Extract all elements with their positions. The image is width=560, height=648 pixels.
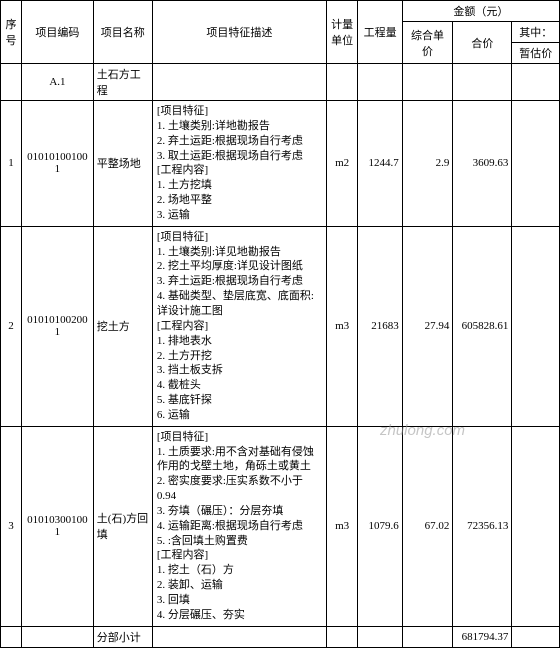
cell-name: 平整场地 (93, 101, 152, 227)
header-row-1: 序号 项目编码 项目名称 项目特征描述 计量单位 工程量 金额（元） (1, 1, 560, 22)
cat-name: 土石方工程 (93, 64, 152, 101)
cell-uprice: 67.02 (402, 426, 453, 626)
cat-est (512, 64, 560, 101)
sub-unit (326, 626, 358, 647)
cell-unit: m3 (326, 226, 358, 426)
table-row: 1010101001001平整场地[项目特征]1. 土壤类别:详地勘报告2. 弃… (1, 101, 560, 227)
bill-table: 序号 项目编码 项目名称 项目特征描述 计量单位 工程量 金额（元） 综合单价 … (0, 0, 560, 648)
col-subgroup-header: 其中： (512, 22, 560, 43)
cell-unit: m3 (326, 426, 358, 626)
cell-uprice: 27.94 (402, 226, 453, 426)
col-amount-group-header: 金额（元） (402, 1, 559, 22)
cat-uprice (402, 64, 453, 101)
col-qty-header: 工程量 (358, 1, 402, 64)
col-seq-header: 序号 (1, 1, 22, 64)
sub-total: 681794.37 (453, 626, 512, 647)
cell-qty: 1244.7 (358, 101, 402, 227)
cell-est (512, 426, 560, 626)
col-desc-header: 项目特征描述 (152, 1, 326, 64)
cell-total: 72356.13 (453, 426, 512, 626)
cell-unit: m2 (326, 101, 358, 227)
cell-desc: [项目特征]1. 土壤类别:详见地勘报告2. 挖土平均厚度:详见设计图纸3. 弃… (152, 226, 326, 426)
col-uprice-header: 综合单价 (402, 22, 453, 64)
cell-name: 土(石)方回填 (93, 426, 152, 626)
sub-code (22, 626, 94, 647)
table-row: 2010101002001挖土方[项目特征]1. 土壤类别:详见地勘报告2. 挖… (1, 226, 560, 426)
sub-uprice (402, 626, 453, 647)
subtotal-row: 分部小计 681794.37 (1, 626, 560, 647)
col-name-header: 项目名称 (93, 1, 152, 64)
cat-desc (152, 64, 326, 101)
cell-name: 挖土方 (93, 226, 152, 426)
cat-total (453, 64, 512, 101)
cat-code: A.1 (22, 64, 94, 101)
cell-total: 605828.61 (453, 226, 512, 426)
table-row: 3010103001001土(石)方回填[项目特征]1. 土质要求:用不含对基础… (1, 426, 560, 626)
cell-uprice: 2.9 (402, 101, 453, 227)
cell-code: 010101002001 (22, 226, 94, 426)
sub-est (512, 626, 560, 647)
cell-seq: 2 (1, 226, 22, 426)
sub-seq (1, 626, 22, 647)
cell-desc: [项目特征]1. 土壤类别:详地勘报告2. 弃土运距:根据现场自行考虑3. 取土… (152, 101, 326, 227)
cat-unit (326, 64, 358, 101)
cell-seq: 3 (1, 426, 22, 626)
cell-total: 3609.63 (453, 101, 512, 227)
sub-label: 分部小计 (93, 626, 152, 647)
cat-seq (1, 64, 22, 101)
sub-desc (152, 626, 326, 647)
category-row: A.1土石方工程 (1, 64, 560, 101)
cell-code: 010103001001 (22, 426, 94, 626)
cell-seq: 1 (1, 101, 22, 227)
col-code-header: 项目编码 (22, 1, 94, 64)
col-est-header: 暂估价 (512, 43, 560, 64)
cat-qty (358, 64, 402, 101)
cell-desc: [项目特征]1. 土质要求:用不含对基础有侵蚀作用的戈壁土地，角砾土或黄土2. … (152, 426, 326, 626)
cell-code: 010101001001 (22, 101, 94, 227)
sub-qty (358, 626, 402, 647)
cell-est (512, 226, 560, 426)
col-total-header: 合价 (453, 22, 512, 64)
col-unit-header: 计量单位 (326, 1, 358, 64)
cell-qty: 21683 (358, 226, 402, 426)
cell-qty: 1079.6 (358, 426, 402, 626)
cell-est (512, 101, 560, 227)
